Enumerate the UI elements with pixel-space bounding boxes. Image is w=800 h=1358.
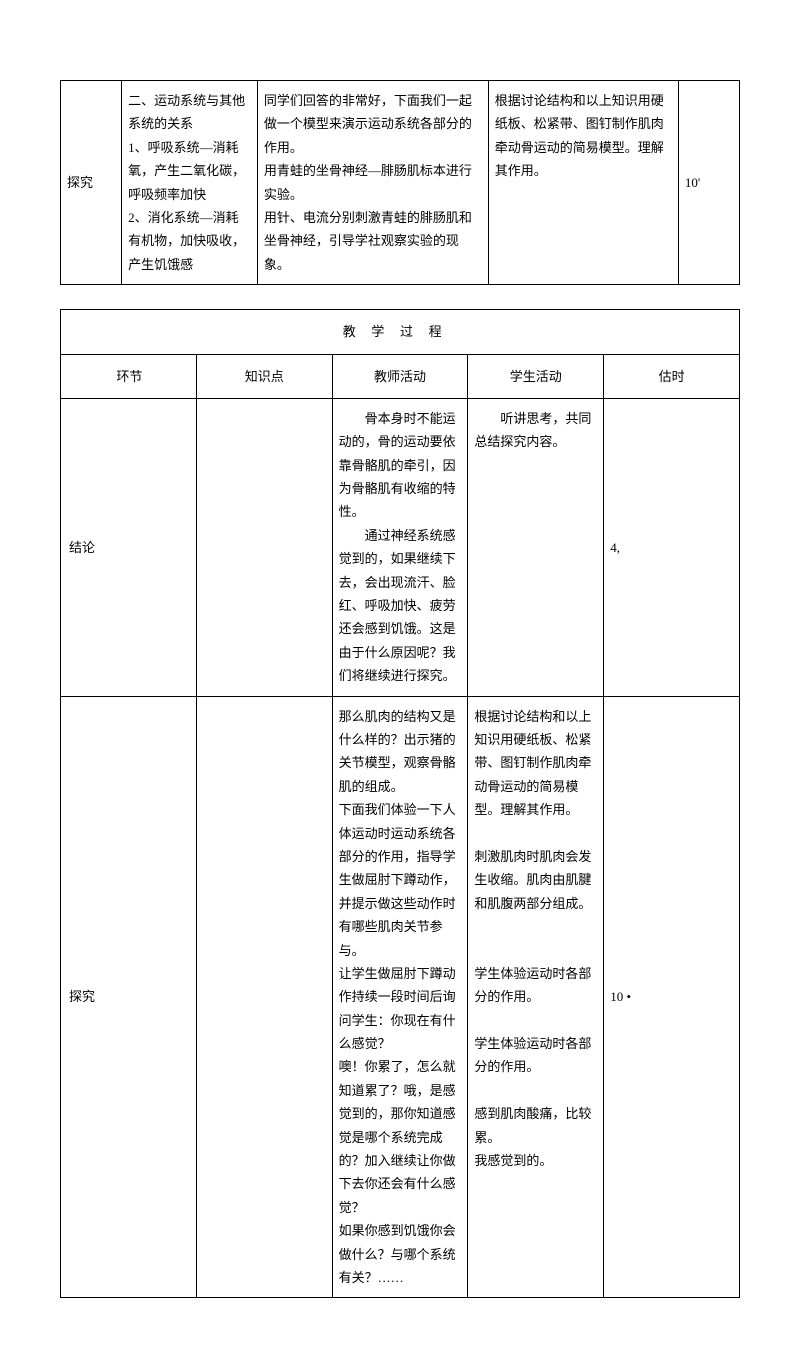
phase-cell: 探究 bbox=[61, 81, 122, 285]
col-time-label: 估时 bbox=[604, 354, 740, 398]
student-cell: 根据讨论结构和以上知识用硬纸板、松紧带、图钉制作肌肉牵动骨运动的简易模型。理解其… bbox=[468, 696, 604, 1298]
knowledge-cell bbox=[196, 696, 332, 1298]
teacher-cell: 那么肌肉的结构又是什么样的？出示猪的关节模型，观察骨骼肌的组成。 下面我们体验一… bbox=[332, 696, 468, 1298]
table-row: 结论 骨本身时不能运动的，骨的运动要依靠骨骼肌的牵引，因为骨骼肌有收缩的特性。 … bbox=[61, 398, 740, 696]
student-para-1: 听讲思考，共同总结探究内容。 bbox=[474, 407, 597, 454]
col-student-label: 学生活动 bbox=[468, 354, 604, 398]
lesson-table-1: 探究 二、运动系统与其他系统的关系 1、呼吸系统—消耗氧，产生二氧化碳，呼吸频率… bbox=[60, 80, 740, 285]
table-row: 探究 二、运动系统与其他系统的关系 1、呼吸系统—消耗氧，产生二氧化碳，呼吸频率… bbox=[61, 81, 740, 285]
teacher-para-1: 骨本身时不能运动的，骨的运动要依靠骨骼肌的牵引，因为骨骼肌有收缩的特性。 bbox=[339, 407, 462, 524]
student-cell: 根据讨论结构和以上知识用硬纸板、松紧带、图钉制作肌肉牵动骨运动的简易模型。理解其… bbox=[488, 81, 678, 285]
teacher-cell: 同学们回答的非常好，下面我们一起做一个模型来演示运动系统各部分的作用。 用青蛙的… bbox=[257, 81, 488, 285]
knowledge-cell bbox=[196, 398, 332, 696]
table-label-row: 环节 知识点 教师活动 学生活动 估时 bbox=[61, 354, 740, 398]
col-knowledge-label: 知识点 bbox=[196, 354, 332, 398]
student-cell: 听讲思考，共同总结探究内容。 bbox=[468, 398, 604, 696]
lesson-table-2: 教学过程 环节 知识点 教师活动 学生活动 估时 结论 骨本身时不能运动的，骨的… bbox=[60, 309, 740, 1298]
phase-cell: 结论 bbox=[61, 398, 197, 696]
teacher-cell: 骨本身时不能运动的，骨的运动要依靠骨骼肌的牵引，因为骨骼肌有收缩的特性。 通过神… bbox=[332, 398, 468, 696]
teacher-para-2: 通过神经系统感觉到的，如果继续下去，会出现流汗、脸红、呼吸加快、疲劳还会感到饥饿… bbox=[339, 524, 462, 688]
col-phase-label: 环节 bbox=[61, 354, 197, 398]
table-header-row: 教学过程 bbox=[61, 310, 740, 354]
time-cell: 10' bbox=[678, 81, 739, 285]
process-header: 教学过程 bbox=[61, 310, 740, 354]
time-cell: 10 • bbox=[604, 696, 740, 1298]
phase-cell: 探究 bbox=[61, 696, 197, 1298]
col-teacher-label: 教师活动 bbox=[332, 354, 468, 398]
knowledge-cell: 二、运动系统与其他系统的关系 1、呼吸系统—消耗氧，产生二氧化碳，呼吸频率加快 … bbox=[122, 81, 258, 285]
time-cell: 4, bbox=[604, 398, 740, 696]
table-row: 探究 那么肌肉的结构又是什么样的？出示猪的关节模型，观察骨骼肌的组成。 下面我们… bbox=[61, 696, 740, 1298]
